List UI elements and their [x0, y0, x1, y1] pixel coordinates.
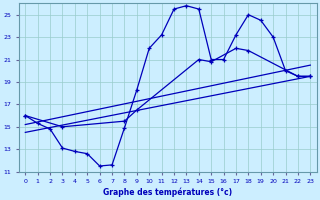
X-axis label: Graphe des températures (°c): Graphe des températures (°c)	[103, 187, 232, 197]
